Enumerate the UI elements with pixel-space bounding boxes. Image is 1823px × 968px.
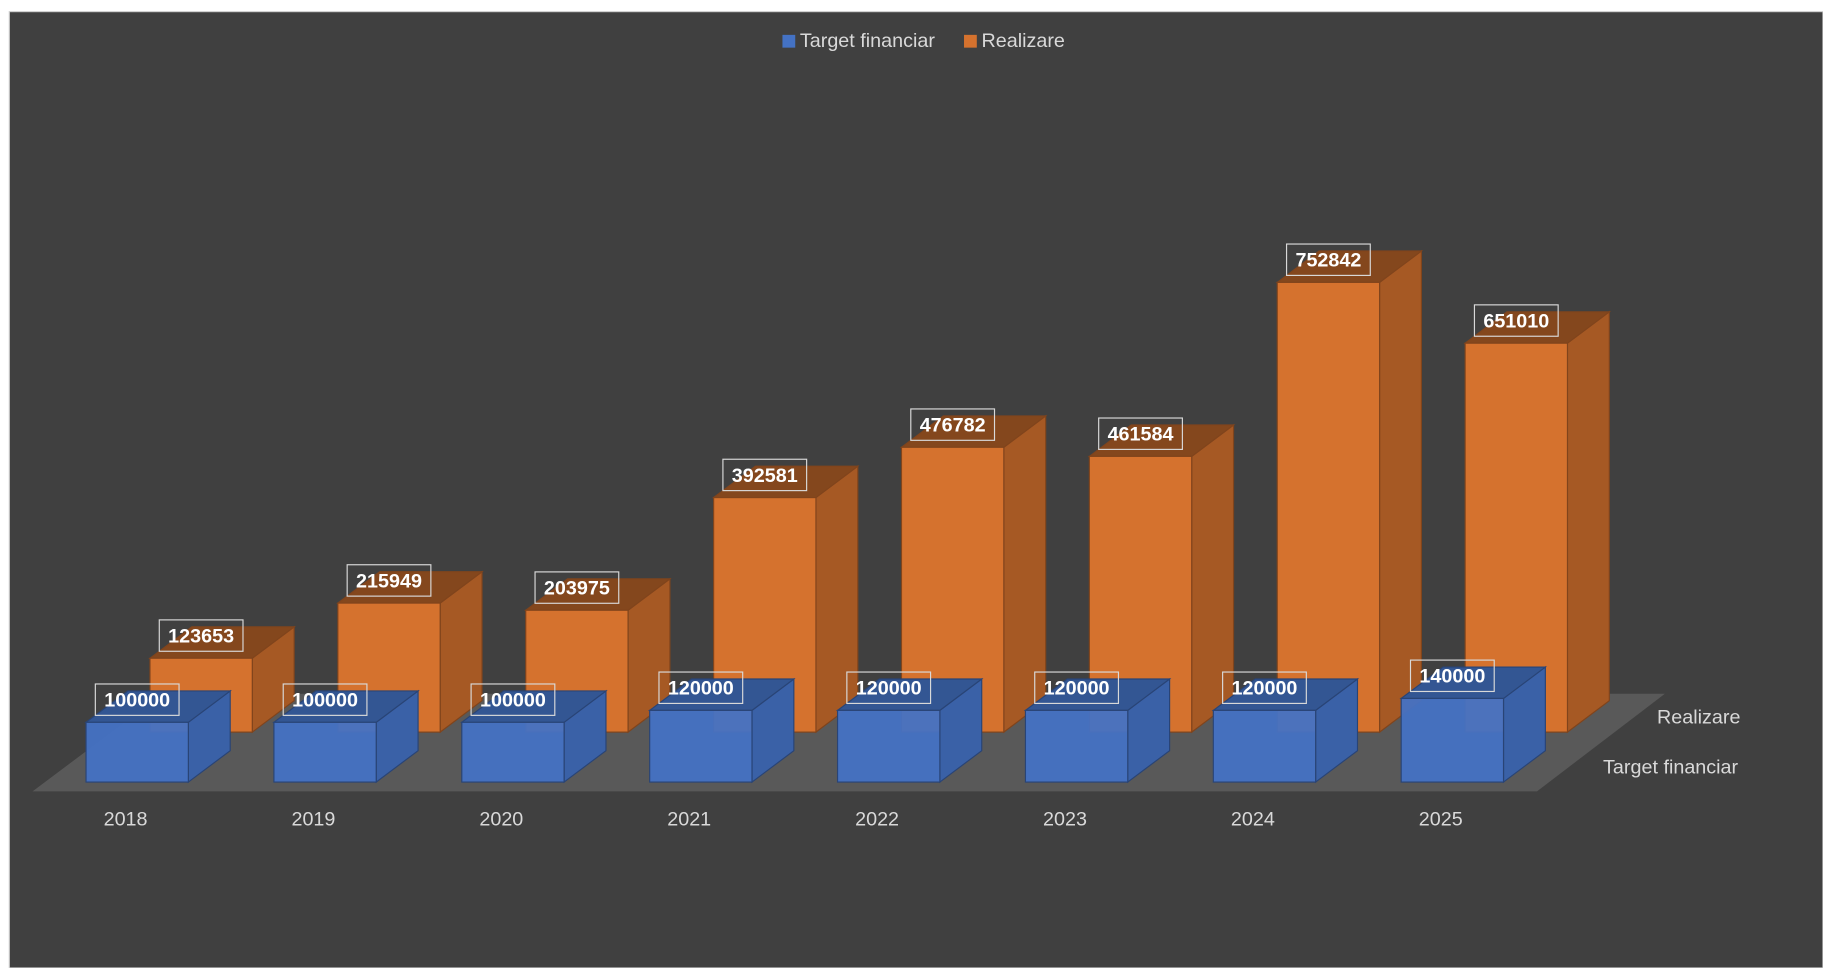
data-label: 651010: [1483, 311, 1549, 333]
bar-side: [1191, 423, 1235, 734]
bar: [835, 677, 984, 784]
legend-swatch: [964, 34, 977, 48]
depth-label: Target financiar: [1603, 756, 1738, 778]
bar-front: [1276, 281, 1381, 733]
bar-front: [1024, 709, 1129, 783]
data-label-box: [1285, 243, 1371, 276]
data-label: 461584: [1108, 424, 1174, 446]
bar-front: [85, 721, 189, 783]
bar-front: [273, 721, 377, 783]
bar-front: [1400, 697, 1505, 783]
bar-front: [649, 709, 753, 783]
data-label-box: [910, 408, 996, 441]
bar: [460, 689, 608, 784]
bar-front: [836, 709, 941, 783]
x-tick-label: 2025: [1419, 809, 1463, 831]
data-label: 120000: [1232, 678, 1298, 700]
bar: [647, 677, 796, 784]
x-tick-label: 2023: [1043, 809, 1087, 831]
data-label: 215949: [356, 570, 422, 592]
data-label-box: [1034, 671, 1120, 704]
data-label-box: [158, 619, 244, 652]
bar: [1023, 677, 1172, 784]
bar: [1463, 310, 1612, 734]
x-tick-label: 2021: [667, 809, 711, 831]
data-label-box: [1473, 304, 1559, 337]
bar: [1399, 665, 1548, 784]
data-label-box: [722, 458, 808, 492]
data-label: 476782: [920, 415, 986, 437]
bar-front: [1212, 709, 1317, 783]
bar: [1275, 249, 1424, 734]
data-label-box: [1222, 671, 1307, 704]
data-label: 100000: [480, 690, 546, 712]
data-label-box: [282, 683, 368, 716]
data-label-box: [1098, 417, 1183, 450]
data-label-box: [470, 683, 556, 716]
bar: [272, 689, 420, 784]
data-label-box: [1409, 659, 1495, 693]
data-label-box: [346, 564, 432, 597]
data-label-box: [658, 671, 744, 704]
data-label: 120000: [856, 678, 922, 700]
data-label-box: [94, 683, 180, 716]
data-label: 752842: [1295, 250, 1361, 272]
bar: [84, 689, 232, 784]
legend-label: Realizare: [981, 30, 1064, 52]
x-tick-label: 2018: [104, 809, 148, 831]
legend-label: Target financiar: [800, 30, 935, 52]
data-label: 123653: [168, 626, 234, 648]
legend-swatch: [782, 34, 796, 48]
plot: Target financiar Realizare 123653 215949 203…: [84, 30, 1740, 831]
data-label: 120000: [1044, 678, 1110, 700]
data-label: 392581: [732, 465, 798, 487]
depth-label: Realizare: [1657, 706, 1740, 728]
data-label: 100000: [292, 690, 358, 712]
data-label: 203975: [544, 578, 610, 600]
x-tick-label: 2022: [855, 809, 899, 831]
data-label-box: [534, 571, 620, 604]
bar-front: [461, 721, 565, 783]
x-tick-label: 2019: [291, 809, 335, 831]
x-tick-label: 2024: [1231, 809, 1275, 831]
x-tick-label: 2020: [479, 809, 523, 831]
data-label: 140000: [1419, 666, 1485, 688]
bar-side: [1003, 414, 1047, 734]
bar: [1211, 677, 1360, 784]
bar-side: [815, 465, 859, 734]
data-label-box: [846, 671, 932, 704]
data-label: 120000: [668, 678, 734, 700]
data-label: 100000: [104, 690, 170, 712]
bar-side: [1566, 310, 1610, 734]
